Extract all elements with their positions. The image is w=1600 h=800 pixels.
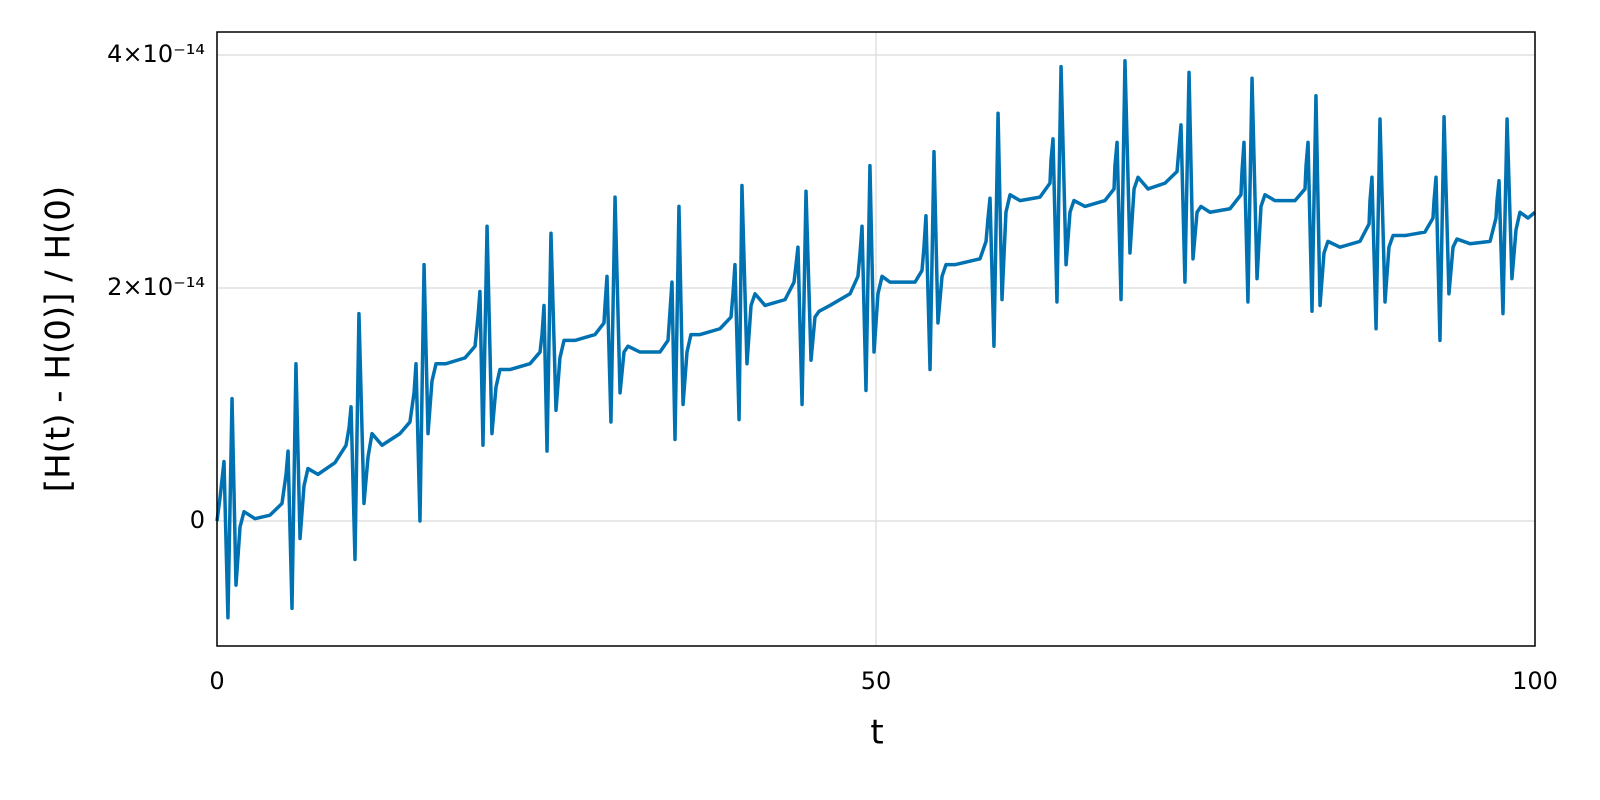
y-axis-label: [H(t) - H(0)] / H(0)	[39, 186, 79, 492]
x-tick-label: 0	[209, 667, 224, 695]
y-tick-label: 2×10⁻¹⁴	[107, 273, 205, 301]
x-tick-label: 100	[1512, 667, 1558, 695]
y-tick-label: 0	[190, 506, 205, 534]
y-tick-label: 4×10⁻¹⁴	[107, 40, 205, 68]
x-axis-label: t	[870, 713, 883, 753]
plot-frame	[216, 31, 1536, 647]
x-tick-label: 50	[861, 667, 892, 695]
data-line	[215, 59, 1537, 620]
